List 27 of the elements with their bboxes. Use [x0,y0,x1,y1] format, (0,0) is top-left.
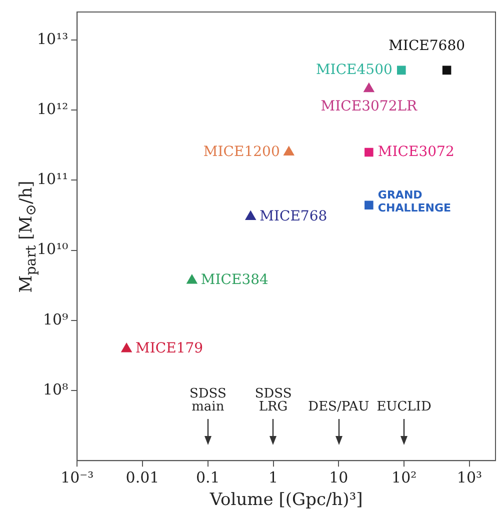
x-tick-label: 10² [392,468,417,486]
x-tick-label: 1 [268,468,278,486]
ref-line-label: SDSS main [189,386,226,415]
y-tick-label: 10⁹ [43,310,68,328]
ref-line-label: SDSS LRG [254,386,292,415]
x-tick-label: 10 [329,468,348,486]
x-tick-label: 0.01 [126,468,160,486]
series-label: MICE3072 [378,144,454,160]
x-tick-label: 0.1 [196,468,220,486]
ref-line-label: EUCLID [376,400,432,415]
y-tick-label: 10¹³ [36,30,68,48]
series-label: MICE7680 [388,38,466,54]
series-label: MICE4500 [316,62,392,78]
y-tick-label: 10¹² [36,100,68,118]
x-tick-label: 10⁻³ [60,468,94,486]
series-label: MICE179 [136,340,204,357]
series-label: MICE384 [200,272,269,288]
series-label: MICE768 [260,208,328,224]
y-tick-label: 10⁸ [43,380,68,398]
y-tick-label: 10¹⁰ [36,240,68,258]
y-tick-label: 10¹¹ [36,170,68,188]
series-label: MICE1200 [203,144,280,160]
x-axis-title: Volume [(Gpc/h)³] [208,490,363,510]
x-tick-label: 10³ [456,468,482,486]
series-label: MICE3072LR [320,98,418,115]
series-label: GRAND CHALLENGE [378,188,452,214]
ref-line-label: DES/PAU [308,400,370,415]
